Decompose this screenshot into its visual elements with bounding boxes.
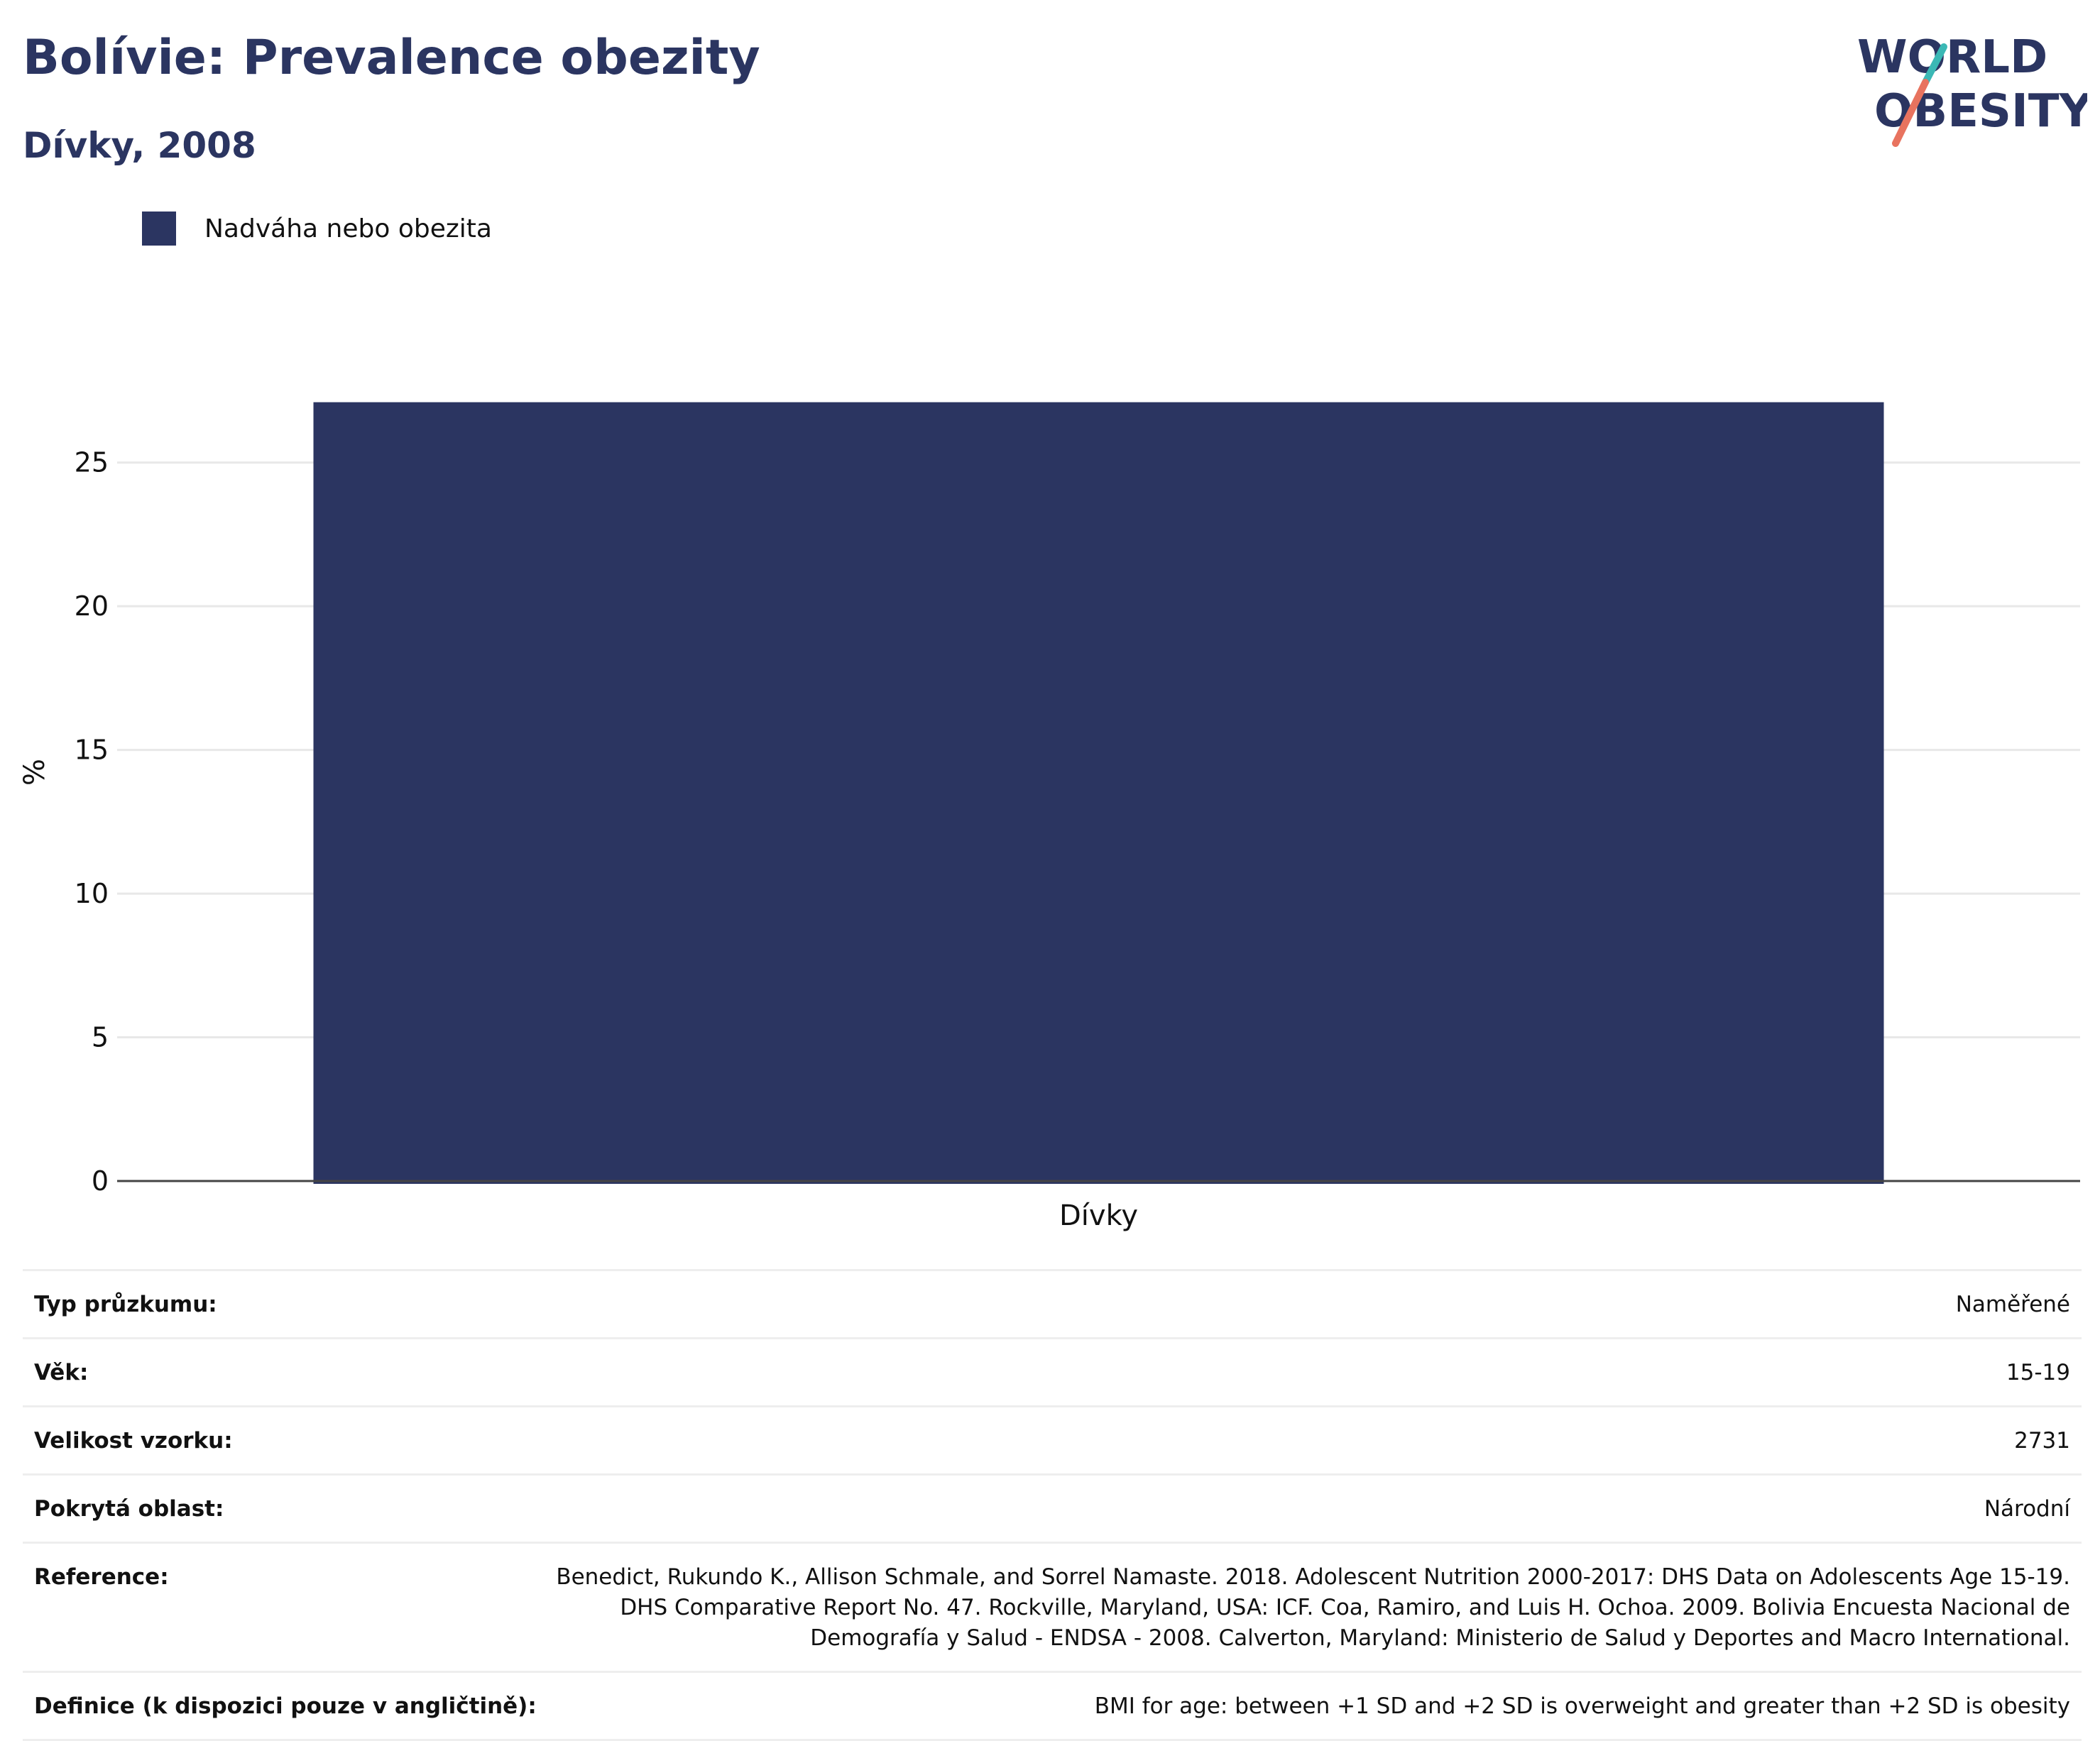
y-tick-label: 0 [92, 1165, 109, 1197]
table-row: Reference: Benedict, Rukundo K., Allison… [23, 1542, 2082, 1671]
legend-label: Nadváha nebo obezita [204, 214, 492, 243]
y-axis-ticks: 0 5 10 15 20 25 [75, 447, 109, 1197]
y-tick-label: 25 [75, 447, 109, 478]
definition-label: Definice (k dispozici pouze v angličtině… [34, 1693, 537, 1719]
survey-details-table: Typ průzkumu: Naměřené Věk: 15-19 Veliko… [23, 1269, 2082, 1741]
x-axis-categories: Dívky [1059, 1199, 1138, 1232]
area-covered-label: Pokrytá oblast: [34, 1496, 224, 1522]
table-row: Velikost vzorku: 2731 [23, 1405, 2082, 1473]
x-category-label: Dívky [1059, 1199, 1138, 1232]
table-row: Pokrytá oblast: Národní [23, 1473, 2082, 1542]
y-tick-label: 10 [75, 878, 109, 909]
y-tick-label: 15 [75, 735, 109, 766]
sample-size-label: Velikost vzorku: [34, 1428, 233, 1454]
table-row: Věk: 15-19 [23, 1337, 2082, 1405]
reference-value: Benedict, Rukundo K., Allison Schmale, a… [556, 1564, 2070, 1651]
area-covered-value: Národní [1984, 1496, 2070, 1522]
y-axis-label: % [18, 759, 51, 786]
age-value: 15-19 [2006, 1360, 2070, 1385]
bars [313, 402, 1884, 1184]
logo-coral-slash [1892, 79, 1929, 147]
chart-legend: Nadváha nebo obezita [142, 212, 492, 246]
chart-subtitle: Dívky, 2008 [23, 125, 256, 166]
sample-size-value: 2731 [2014, 1428, 2070, 1454]
bar[interactable] [313, 402, 1884, 1184]
y-tick-label: 5 [92, 1022, 109, 1053]
table-row: Definice (k dispozici pouze v angličtině… [23, 1671, 2082, 1741]
survey-type-value: Naměřené [1955, 1292, 2070, 1317]
survey-type-label: Typ průzkumu: [34, 1292, 217, 1317]
bar-chart: 0 5 10 15 20 25 Dívky % [18, 402, 2080, 1232]
logo-teal-slash [1922, 43, 1947, 86]
y-tick-label: 20 [75, 591, 109, 622]
table-row: Typ průzkumu: Naměřené [23, 1269, 2082, 1337]
chart-title: Bolívie: Prevalence obezity [23, 30, 760, 86]
definition-value: BMI for age: between +1 SD and +2 SD is … [1094, 1693, 2070, 1719]
reference-label: Reference: [34, 1564, 169, 1590]
age-label: Věk: [34, 1360, 89, 1385]
world-obesity-logo[interactable]: WORLD OBESITY [1846, 21, 2087, 149]
logo-word-1: WORLD [1857, 31, 2047, 84]
legend-swatch [142, 212, 176, 246]
